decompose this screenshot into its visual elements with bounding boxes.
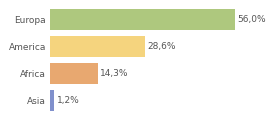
Text: 28,6%: 28,6% [147,42,176,51]
Bar [50,36,144,57]
Text: 1,2%: 1,2% [57,96,80,105]
Text: 14,3%: 14,3% [100,69,129,78]
Bar [50,90,54,111]
Bar [50,63,97,84]
Bar [50,9,235,30]
Text: 56,0%: 56,0% [237,15,266,24]
